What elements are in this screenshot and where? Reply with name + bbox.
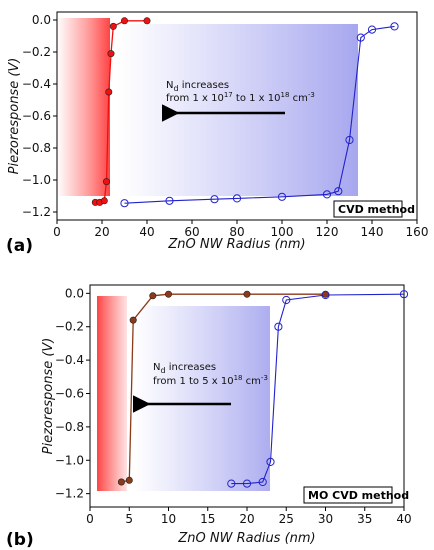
red-shade-region <box>57 18 110 196</box>
data-point <box>125 476 133 484</box>
data-point <box>103 178 111 186</box>
method-badge-box <box>333 200 403 218</box>
data-point <box>107 50 115 58</box>
annotation-line-1: Nd increases <box>153 362 216 375</box>
x-axis-label: ZnO NW Radius (nm) <box>167 237 305 252</box>
data-point <box>367 25 377 34</box>
data-point <box>227 479 236 488</box>
series-points-blue <box>227 290 409 488</box>
data-point <box>242 479 252 488</box>
x-tick-label: 120 <box>316 225 339 239</box>
annotation-line-2: from 1 x 1017 to 1 x 1018 cm-3 <box>166 91 315 104</box>
method-badge: CVD method <box>338 203 415 216</box>
annotation-line-2: from 1 to 5 x 1018 cm-3 <box>153 374 268 387</box>
y-tick-label: −1.2 <box>22 205 51 219</box>
y-tick-label: −0.2 <box>55 320 84 334</box>
data-point <box>399 290 409 299</box>
blue-shade-region <box>118 24 358 196</box>
x-axis-label: ZnO NW Radius (nm) <box>177 531 315 546</box>
method-badge-box <box>303 486 393 504</box>
y-tick-label: −1.0 <box>22 173 51 187</box>
data-point <box>117 478 125 486</box>
y-tick-label: −1.0 <box>55 453 84 467</box>
x-tick-label: 0 <box>53 225 61 239</box>
data-point <box>165 196 174 205</box>
data-point <box>322 190 332 199</box>
method-badge: MO CVD method <box>308 489 409 502</box>
y-tick-label: −0.4 <box>55 353 84 367</box>
x-tick-label: 100 <box>271 225 294 239</box>
data-point <box>258 477 267 487</box>
data-point <box>100 197 108 205</box>
data-point <box>143 17 151 25</box>
y-tick-label: −0.6 <box>22 109 51 123</box>
data-point <box>277 192 287 201</box>
data-point <box>232 194 242 203</box>
x-tick-label: 20 <box>239 512 254 526</box>
x-tick-label: 25 <box>279 512 294 526</box>
panel-label: (a) <box>6 236 33 256</box>
data-point <box>120 199 129 208</box>
panel-label: (b) <box>6 530 34 550</box>
x-tick-label: 20 <box>94 225 109 239</box>
x-tick-label: 40 <box>396 512 411 526</box>
panel-b: 0 5 10 15 20 25 30 35 40 0.0 −0.2 −0.4 −0.6 −0.8 −1.0 −… <box>6 284 412 550</box>
data-point <box>109 22 117 30</box>
data-point <box>356 33 365 42</box>
series-points-brown <box>117 290 329 486</box>
data-point <box>121 17 129 25</box>
axis-ticks: 0 5 10 15 20 25 30 35 40 0.0 −0.2 −0.4 −0.6 −0.8 −1.0 −… <box>55 286 412 526</box>
data-point <box>274 322 283 331</box>
data-point <box>149 292 157 300</box>
data-point <box>243 290 251 298</box>
y-tick-label: 0.0 <box>65 286 84 300</box>
series-line-blue <box>124 25 395 204</box>
data-point <box>321 290 330 300</box>
data-point <box>210 195 219 204</box>
data-point <box>345 135 354 145</box>
y-tick-label: −0.2 <box>22 45 51 59</box>
data-point <box>334 187 343 196</box>
x-tick-label: 160 <box>406 225 429 239</box>
y-tick-label: 0.0 <box>32 13 51 27</box>
red-shade-region <box>97 296 127 491</box>
y-tick-label: −0.8 <box>22 141 51 155</box>
axis-ticks: 0 20 40 60 80 100 120 140 160 0.0 −0.2 −0.4 −0.6 −0.8… <box>22 13 429 239</box>
data-point <box>105 88 113 96</box>
x-tick-label: 60 <box>184 225 199 239</box>
y-axis-label: Piezoresponse (V) <box>7 58 22 175</box>
y-axis-label: Piezoresponse (V) <box>41 338 56 455</box>
y-tick-label: −0.8 <box>55 420 84 434</box>
y-tick-label: −1.2 <box>55 487 84 501</box>
data-point <box>266 457 275 466</box>
x-tick-label: 0 <box>86 512 94 526</box>
x-tick-label: 5 <box>125 512 133 526</box>
x-tick-label: 30 <box>318 512 333 526</box>
y-tick-label: −0.4 <box>22 77 51 91</box>
blue-shade-region <box>134 306 270 491</box>
data-point <box>282 295 291 305</box>
x-tick-label: 35 <box>357 512 372 526</box>
panel-a: 0 20 40 60 80 100 120 140 160 0.0 −0.2 −0.4 −0.6 −0.8… <box>6 11 429 256</box>
data-point <box>129 316 137 324</box>
x-tick-label: 140 <box>361 225 384 239</box>
x-tick-label: 80 <box>229 225 244 239</box>
annotation-line-1: Nd increases <box>166 80 229 93</box>
data-point <box>390 22 399 31</box>
x-tick-label: 10 <box>161 512 176 526</box>
data-point <box>165 290 173 298</box>
y-tick-label: −0.6 <box>55 386 84 400</box>
x-tick-label: 15 <box>200 512 215 526</box>
series-line-blue <box>231 293 405 485</box>
series-points-red <box>91 17 151 206</box>
series-points-blue <box>120 22 399 208</box>
x-tick-label: 40 <box>139 225 154 239</box>
